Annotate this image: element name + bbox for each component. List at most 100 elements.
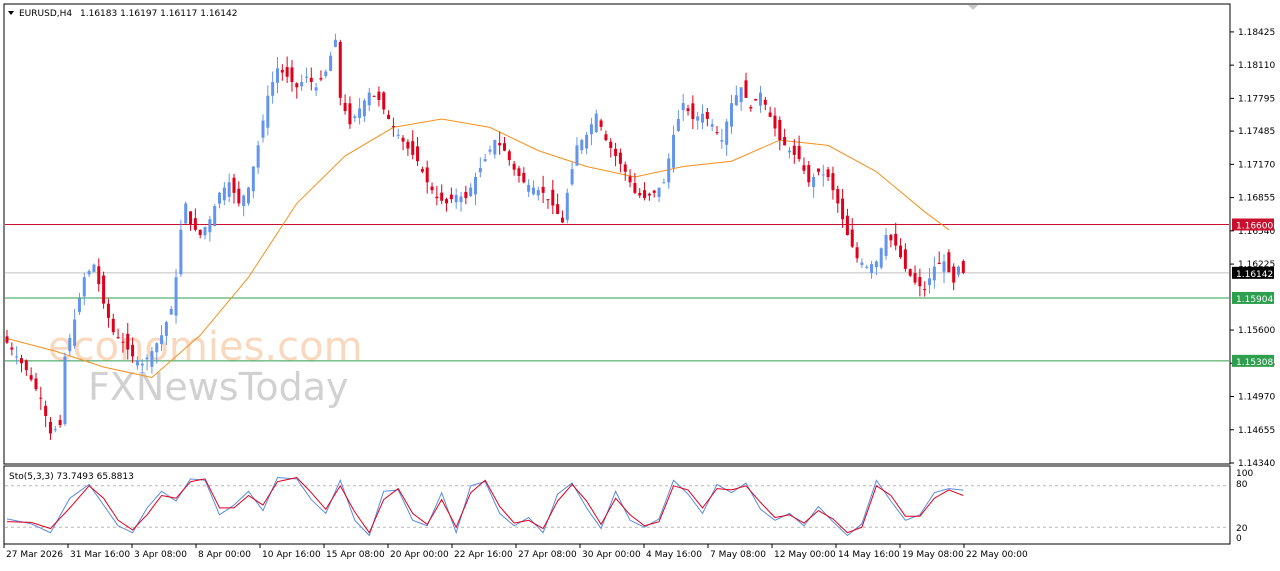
candle-body: [865, 266, 869, 268]
candle-body: [53, 429, 57, 431]
candle-body: [618, 152, 622, 164]
candle-body: [174, 277, 178, 316]
candle-body: [807, 165, 811, 183]
candle-body: [39, 397, 43, 399]
candle-body: [783, 136, 787, 146]
sto-main-line: [6, 476, 964, 537]
watermark-economies: economies.com: [48, 324, 363, 370]
candle-body: [77, 298, 81, 313]
candle-body: [884, 235, 888, 256]
candle-body: [82, 277, 86, 297]
scroll-marker-icon[interactable]: [968, 5, 978, 10]
candle-body: [889, 234, 893, 241]
candle-body: [314, 87, 318, 91]
candle-body: [309, 77, 313, 83]
time-tick-label: 15 Apr 08:00: [326, 550, 385, 560]
candle-body: [24, 360, 28, 371]
candle-body: [662, 182, 666, 184]
indicator-frame[interactable]: [3, 465, 1231, 545]
candle-body: [565, 192, 569, 220]
candle-body: [126, 333, 130, 350]
candle-body: [382, 92, 386, 110]
candle-body: [111, 318, 115, 333]
candle-body: [319, 77, 323, 80]
candle-body: [773, 115, 777, 129]
candle-body: [522, 172, 526, 183]
candle-body: [116, 337, 120, 339]
candle-body: [556, 204, 560, 214]
candle-body: [507, 151, 511, 161]
price-axis: 1.18425 1.18110 1.17795 1.17485 1.17170 1.168…: [1230, 28, 1275, 469]
candle-body: [667, 158, 671, 183]
time-tick-label: 8 Apr 00:00: [198, 550, 251, 560]
level-tag-support: [1232, 354, 1274, 367]
candle-body: [19, 358, 23, 364]
candle-body: [797, 145, 801, 160]
price-tick-label: 1.15600: [1238, 326, 1275, 336]
time-tick-label: 22 May 00:00: [966, 550, 1028, 560]
candle-body: [821, 174, 825, 176]
candle-body: [377, 91, 381, 100]
candle-body: [372, 95, 376, 97]
candle-body: [850, 229, 854, 247]
candle-body: [454, 194, 458, 203]
candle-body: [546, 199, 550, 201]
candle-body: [594, 113, 598, 133]
candle-body: [778, 119, 782, 141]
level-labels: 1.16600 1.16142 1.15904 1.15308: [1232, 218, 1274, 368]
candle-body: [92, 264, 96, 272]
price-tick-label: 1.14970: [1238, 393, 1275, 403]
candle-body: [329, 55, 333, 71]
candle-body: [449, 194, 453, 200]
price-tick-label: 1.14655: [1238, 426, 1275, 436]
candle-body: [469, 187, 473, 197]
candle-body: [247, 187, 250, 204]
level-value-current: 1.16142: [1236, 270, 1273, 280]
candle-body: [155, 343, 159, 353]
time-tick-label: 14 May 16:00: [838, 550, 900, 560]
candle-body: [106, 303, 110, 318]
candle-body: [623, 164, 627, 172]
price-tick-label: 1.16855: [1238, 194, 1275, 204]
candle-body: [633, 183, 637, 193]
candle-body: [5, 336, 9, 343]
main-chart-frame[interactable]: [3, 3, 1231, 465]
candle-body: [324, 71, 328, 77]
candle-body: [218, 192, 222, 204]
candle-body: [304, 76, 308, 78]
candle-body: [160, 335, 164, 345]
candle-body: [913, 273, 917, 283]
candle-body: [87, 270, 91, 275]
candle-body: [348, 103, 352, 125]
candle-body: [445, 199, 449, 204]
candle-body: [831, 173, 835, 191]
candle-body: [232, 177, 236, 193]
candle-body: [879, 248, 883, 268]
candle-body: [570, 169, 574, 185]
level-tag-current: [1232, 266, 1274, 279]
candle-body: [918, 277, 922, 287]
candle-body: [145, 357, 149, 360]
candle-body: [300, 82, 304, 87]
time-tick-label: 22 Apr 16:00: [454, 550, 513, 560]
candle-body: [58, 420, 62, 426]
candle-body: [164, 322, 168, 336]
candle-body: [628, 176, 632, 183]
candle-body: [686, 108, 690, 112]
candle-body: [947, 252, 951, 272]
time-tick-label: 31 Mar 16:00: [70, 550, 130, 560]
candle-body: [730, 103, 733, 127]
candle-body: [932, 266, 936, 281]
candle-body: [140, 363, 144, 366]
candle-body: [512, 163, 516, 170]
candle-body: [474, 177, 478, 195]
candle-body: [802, 165, 806, 171]
candle-body: [280, 69, 284, 73]
candle-body: [739, 87, 743, 103]
candle-body: [266, 95, 270, 128]
price-tick-label: 1.16225: [1238, 260, 1275, 270]
collapse-arrow-icon[interactable]: [8, 11, 14, 15]
candle-body: [430, 186, 434, 191]
